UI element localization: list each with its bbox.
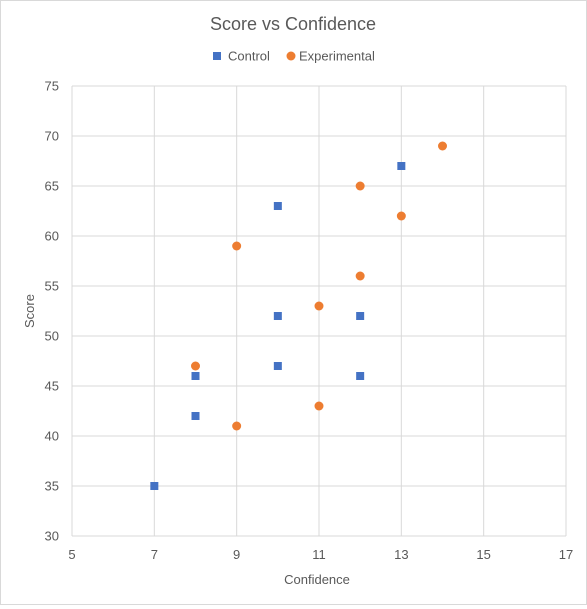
data-point <box>355 181 365 191</box>
legend-item-control: Control <box>213 49 270 64</box>
y-tick-label: 60 <box>45 229 59 244</box>
legend-item-experimental: Experimental <box>286 49 375 64</box>
y-axis-title: Score <box>22 294 37 328</box>
data-point <box>356 372 365 380</box>
data-point <box>150 482 159 490</box>
y-tick-label: 35 <box>45 479 59 494</box>
series-control <box>150 162 406 490</box>
data-point <box>355 271 365 281</box>
data-point <box>232 421 242 431</box>
y-tick-label: 65 <box>45 179 59 194</box>
x-axis-ticks: 5 7 9 11 13 15 17 <box>68 547 573 562</box>
chart-title: Score vs Confidence <box>210 14 376 34</box>
legend-label: Experimental <box>299 49 375 64</box>
data-point <box>273 312 282 320</box>
legend: Control Experimental <box>213 49 375 64</box>
data-point <box>273 362 282 370</box>
legend-marker-circle-icon <box>286 51 296 61</box>
y-tick-label: 30 <box>45 529 59 544</box>
y-tick-label: 75 <box>45 79 59 94</box>
data-point <box>191 372 200 380</box>
data-point <box>397 162 406 170</box>
y-tick-label: 55 <box>45 279 59 294</box>
x-tick-label: 13 <box>394 547 408 562</box>
x-tick-label: 7 <box>151 547 158 562</box>
y-tick-label: 50 <box>45 329 59 344</box>
data-point <box>356 312 365 320</box>
data-point <box>191 412 200 420</box>
data-point <box>191 361 200 371</box>
x-axis-title: Confidence <box>284 572 350 587</box>
y-axis-ticks: 30 35 40 45 50 55 60 65 70 75 <box>45 79 59 544</box>
x-tick-label: 9 <box>233 547 240 562</box>
gridlines <box>71 85 567 537</box>
series-experimental <box>191 141 447 431</box>
x-tick-label: 11 <box>312 547 326 562</box>
data-points <box>150 141 447 490</box>
y-tick-label: 70 <box>45 129 59 144</box>
data-point <box>232 241 242 251</box>
legend-label: Control <box>228 49 270 64</box>
y-tick-label: 45 <box>45 379 59 394</box>
data-point <box>314 301 324 311</box>
legend-marker-square-icon <box>213 52 221 60</box>
data-point <box>273 202 282 210</box>
y-tick-label: 40 <box>45 429 59 444</box>
data-point <box>438 141 447 151</box>
x-tick-label: 5 <box>68 547 75 562</box>
data-point <box>314 401 324 411</box>
data-point <box>396 211 406 221</box>
x-tick-label: 15 <box>476 547 490 562</box>
x-tick-label: 17 <box>559 547 573 562</box>
